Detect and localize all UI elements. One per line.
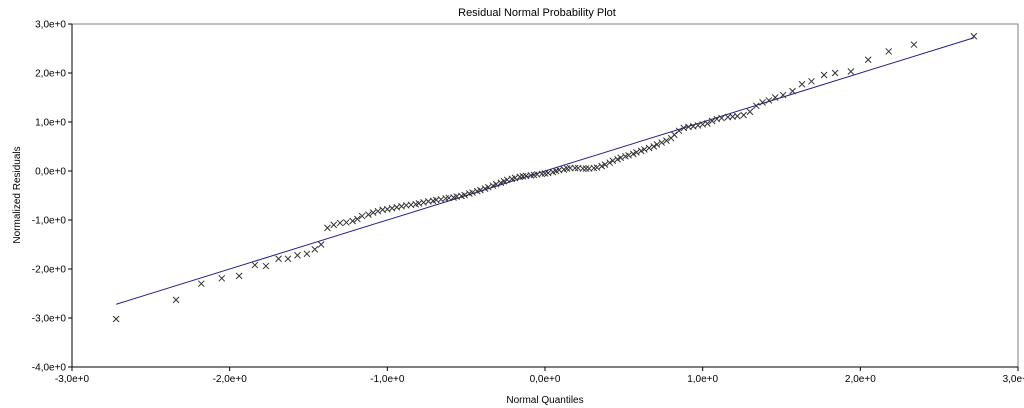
data-point bbox=[461, 191, 468, 199]
data-point bbox=[606, 159, 613, 167]
data-point bbox=[571, 164, 579, 172]
x-tick-label: -1,0e+0 bbox=[370, 374, 405, 385]
data-point bbox=[746, 108, 754, 116]
data-point bbox=[704, 120, 711, 127]
data-point bbox=[765, 97, 773, 104]
data-point bbox=[294, 251, 301, 259]
data-point bbox=[358, 212, 366, 220]
data-point bbox=[492, 180, 500, 188]
data-point bbox=[847, 68, 855, 75]
data-markers bbox=[112, 32, 978, 323]
reference-line-group bbox=[115, 37, 975, 305]
data-point bbox=[579, 165, 587, 172]
data-point bbox=[808, 77, 815, 85]
y-axis-title: Normalized Residuals bbox=[12, 146, 23, 243]
x-tick-label: 1,0e+0 bbox=[687, 374, 718, 385]
data-point bbox=[197, 280, 205, 288]
data-point bbox=[275, 255, 282, 263]
data-point bbox=[342, 219, 350, 226]
data-point bbox=[354, 215, 361, 223]
data-point bbox=[820, 71, 828, 79]
data-point bbox=[885, 48, 893, 55]
data-point bbox=[469, 189, 476, 196]
chart-title: Residual Normal Probability Plot bbox=[458, 7, 616, 19]
y-tick-label: -2,0e+0 bbox=[32, 265, 67, 276]
data-point bbox=[771, 94, 779, 101]
y-tick-label: -4,0e+0 bbox=[32, 363, 67, 374]
data-point bbox=[617, 154, 625, 162]
data-point bbox=[582, 165, 590, 172]
data-point bbox=[218, 274, 226, 282]
data-point bbox=[324, 224, 331, 232]
x-axis-title: Normal Quantiles bbox=[506, 395, 583, 406]
y-tick-label: 1,0e+0 bbox=[35, 118, 66, 129]
data-point bbox=[601, 161, 609, 168]
x-tick-label: -3,0e+0 bbox=[55, 374, 90, 385]
data-point bbox=[675, 127, 683, 135]
data-point bbox=[317, 241, 325, 248]
data-point bbox=[374, 207, 382, 215]
data-point bbox=[609, 157, 617, 165]
data-point bbox=[349, 217, 357, 225]
data-point bbox=[653, 141, 661, 148]
data-point bbox=[864, 56, 872, 64]
data-point bbox=[365, 211, 372, 218]
axis-ticks: -3,0e+0 -2,0e+0 -1,0e+0 0,0e+0 1,0e+0 2,0e+0 3… bbox=[32, 20, 1024, 386]
data-point bbox=[658, 139, 666, 146]
data-point bbox=[235, 272, 243, 280]
y-tick-label: 2,0e+0 bbox=[35, 69, 66, 80]
data-point bbox=[640, 146, 648, 153]
data-point bbox=[650, 143, 658, 150]
data-point bbox=[779, 91, 787, 99]
data-point bbox=[625, 151, 632, 159]
data-point bbox=[752, 102, 760, 110]
y-tick-label: 0,0e+0 bbox=[35, 167, 66, 178]
data-point bbox=[970, 32, 978, 40]
y-tick-label: -3,0e+0 bbox=[32, 314, 67, 325]
data-point bbox=[633, 149, 640, 156]
data-point bbox=[262, 262, 270, 270]
data-point bbox=[740, 111, 748, 119]
data-point bbox=[759, 99, 766, 106]
data-point bbox=[172, 296, 180, 304]
data-point bbox=[251, 261, 259, 269]
data-point bbox=[477, 186, 484, 194]
data-point bbox=[566, 164, 574, 172]
y-tick-label: 3,0e+0 bbox=[35, 20, 66, 31]
data-point bbox=[733, 112, 741, 120]
y-tick-label: -1,0e+0 bbox=[32, 216, 67, 227]
reference-line bbox=[115, 37, 975, 305]
data-point bbox=[789, 87, 796, 95]
data-point bbox=[831, 69, 839, 77]
data-point bbox=[484, 183, 492, 191]
data-point bbox=[303, 250, 311, 258]
data-point bbox=[112, 315, 120, 323]
data-point bbox=[284, 255, 292, 263]
data-point bbox=[798, 80, 806, 88]
x-tick-label: -2,0e+0 bbox=[213, 374, 248, 385]
data-point bbox=[369, 209, 377, 217]
data-point bbox=[663, 137, 670, 144]
data-point bbox=[670, 131, 678, 139]
x-tick-label: 0,0e+0 bbox=[530, 374, 561, 385]
data-point bbox=[593, 164, 601, 171]
x-tick-label: 3,0e+0 bbox=[1003, 374, 1024, 385]
data-point bbox=[708, 117, 716, 125]
data-point bbox=[718, 114, 725, 122]
data-point bbox=[645, 144, 653, 152]
data-point bbox=[910, 41, 918, 48]
data-point bbox=[336, 219, 344, 227]
data-point bbox=[330, 221, 338, 229]
x-tick-label: 2,0e+0 bbox=[845, 374, 876, 385]
data-point bbox=[311, 246, 319, 253]
